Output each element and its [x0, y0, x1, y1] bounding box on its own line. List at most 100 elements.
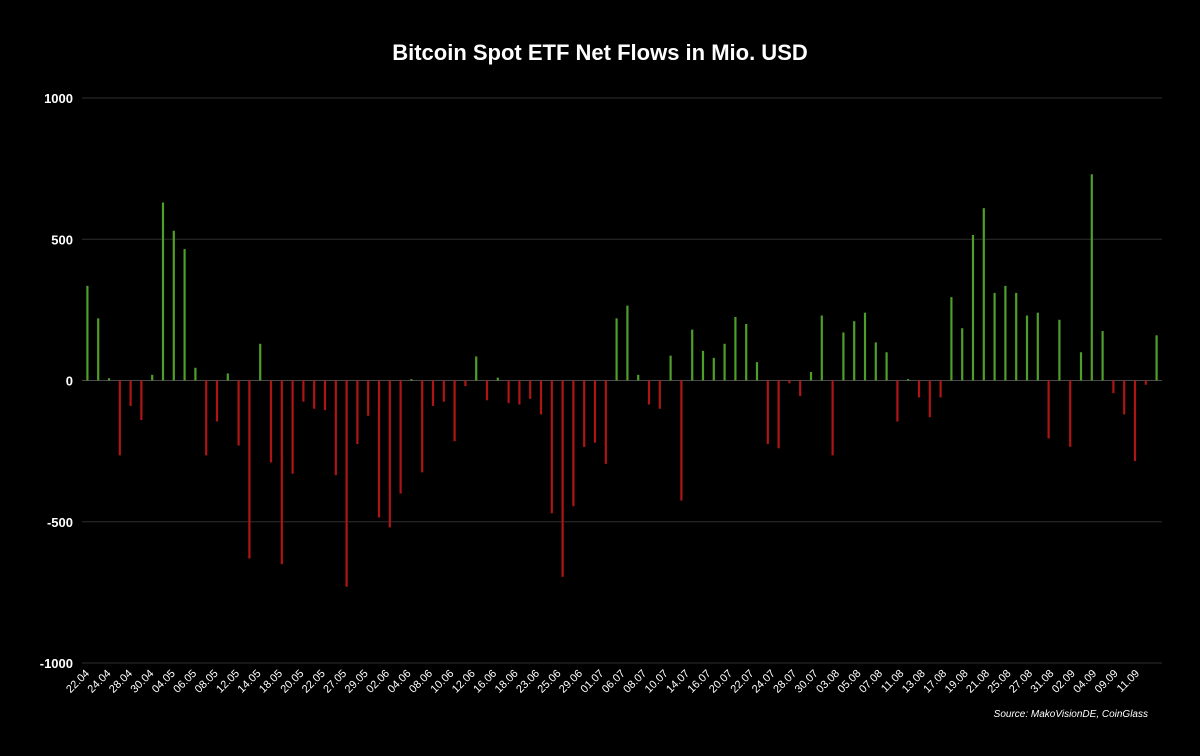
y-tick-label: -500	[47, 515, 73, 530]
flow-bar	[723, 343, 726, 381]
flow-bar	[583, 380, 586, 447]
y-tick-label: 500	[51, 232, 73, 247]
bar-layer	[86, 174, 1158, 587]
flow-bar	[766, 380, 769, 445]
flow-bar	[885, 352, 888, 381]
flow-bar	[680, 380, 683, 501]
grid-layer	[82, 97, 1162, 664]
flow-bar	[1036, 312, 1039, 381]
flow-bar	[928, 380, 931, 418]
flow-bar	[334, 380, 337, 476]
flow-bar	[939, 380, 942, 398]
flow-bar	[907, 379, 910, 381]
flow-bar	[377, 380, 381, 518]
flow-bar	[550, 380, 553, 514]
flow-bar	[809, 372, 813, 381]
flow-bar	[194, 367, 197, 381]
flow-bar	[183, 249, 186, 381]
flow-bar	[626, 305, 629, 381]
flow-bar	[323, 380, 327, 411]
flow-bar	[215, 380, 219, 422]
flow-bar	[475, 356, 478, 381]
flow-bar	[1090, 174, 1093, 381]
flow-bar	[302, 380, 305, 402]
flow-bar	[831, 380, 834, 456]
flow-bar	[248, 380, 251, 559]
flow-bar	[647, 380, 651, 405]
flow-bar	[345, 380, 348, 587]
flow-bar	[269, 380, 273, 463]
flow-bar	[280, 380, 283, 565]
flow-bar	[961, 328, 964, 381]
flow-bar	[539, 380, 543, 415]
flow-bar	[313, 380, 316, 409]
flow-bar	[637, 374, 640, 381]
flow-bar	[1015, 292, 1018, 381]
flow-bar	[118, 380, 121, 456]
flow-bar	[982, 208, 985, 381]
flow-bar	[1101, 331, 1104, 381]
y-tick-label: 0	[66, 374, 73, 389]
flow-bar	[572, 380, 575, 507]
flow-bar	[615, 318, 618, 381]
flow-bar	[842, 332, 845, 381]
flow-bar	[561, 380, 564, 577]
flow-bar	[453, 380, 456, 442]
flow-bar	[853, 321, 856, 381]
flow-bar	[896, 380, 899, 422]
flow-bar	[410, 379, 413, 381]
flow-bar	[205, 380, 208, 456]
flow-bar	[1047, 380, 1050, 439]
flow-bar	[701, 350, 705, 381]
flow-bar	[161, 202, 165, 381]
flow-bar	[669, 355, 672, 381]
flow-bar	[529, 380, 532, 399]
flow-bar	[1144, 380, 1147, 385]
flow-bar	[518, 380, 521, 405]
flow-bar	[107, 378, 111, 381]
flow-bar	[777, 380, 780, 449]
flow-bar	[172, 230, 175, 381]
flow-bar	[755, 362, 759, 381]
flow-bar	[1155, 335, 1158, 381]
flow-bar	[1079, 352, 1083, 381]
flow-bar	[712, 357, 715, 381]
y-tick-label: -1000	[40, 656, 73, 671]
flow-bar	[1004, 285, 1007, 381]
flow-bar	[129, 380, 132, 406]
flow-bar	[863, 312, 867, 381]
flow-bar	[788, 380, 791, 384]
flow-bar	[86, 285, 89, 381]
flow-bar	[464, 380, 467, 387]
flow-bar	[820, 315, 823, 381]
flow-bar	[874, 342, 877, 381]
flow-bar	[431, 380, 435, 406]
flow-bar	[604, 380, 607, 464]
flow-bar	[226, 373, 229, 381]
flow-bar	[1069, 380, 1072, 447]
flow-bar	[1123, 380, 1126, 415]
flow-bar	[237, 380, 240, 446]
flow-bar	[734, 316, 737, 381]
flow-bar	[917, 380, 921, 398]
y-tick-label: 1000	[44, 91, 73, 106]
flow-bar	[97, 318, 100, 381]
flow-bar	[367, 380, 370, 416]
flow-bar	[442, 380, 445, 402]
flow-bar	[993, 292, 996, 381]
flow-bar	[259, 343, 262, 381]
flow-bar	[291, 380, 294, 474]
flow-bar	[593, 380, 597, 443]
chart-title: Bitcoin Spot ETF Net Flows in Mio. USD	[392, 40, 808, 65]
flow-bar	[658, 380, 661, 409]
flow-bar	[1025, 315, 1029, 381]
flow-bar	[950, 297, 953, 381]
flow-bar	[356, 380, 359, 445]
flow-bar	[691, 329, 694, 381]
flow-bar	[799, 380, 802, 397]
flow-bar	[745, 324, 748, 381]
flow-bar	[151, 374, 154, 381]
